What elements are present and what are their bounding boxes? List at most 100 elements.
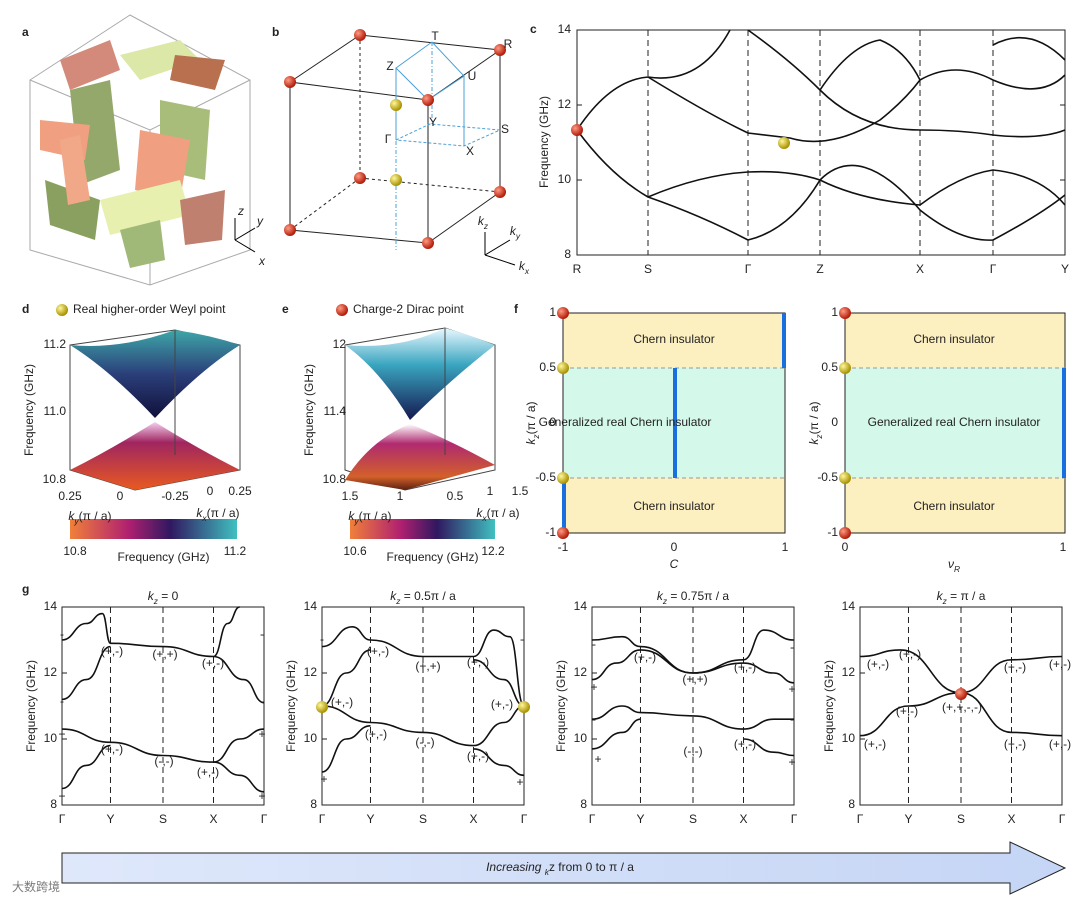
label-part: y — [353, 516, 359, 526]
parity-label: (+,+) — [682, 672, 707, 686]
weyl-point — [316, 701, 328, 713]
x-tick-label: Γ — [59, 812, 66, 826]
label-part: x — [481, 513, 487, 523]
parity-label: - — [320, 632, 324, 646]
x-tick-label: Γ — [857, 812, 864, 826]
y-tick-label: 1.5 — [342, 489, 359, 503]
parity-label: (+,-) — [367, 644, 389, 658]
label-part: k — [148, 589, 155, 603]
parity-label: (+,-) — [1004, 660, 1026, 674]
y-tick-label: 0.5 — [447, 489, 464, 503]
point-label: S — [501, 122, 509, 136]
y-tick-label: 8 — [310, 797, 317, 811]
label-part: = 0 — [158, 589, 179, 603]
label-part: from 0 to π / a — [555, 860, 634, 874]
label-part: k — [196, 506, 203, 520]
y-tick-label: 12 — [44, 665, 58, 679]
panel-label: g — [22, 582, 29, 596]
label-part: z — [483, 221, 489, 231]
parity-label: (+,-) — [101, 742, 123, 756]
parity-label: (+,-) — [197, 765, 219, 779]
x-tick-label: Γ — [319, 812, 326, 826]
parity-label: - — [260, 627, 264, 641]
x-tick-label: Γ — [990, 262, 997, 276]
parity-label: (+,-) — [365, 727, 387, 741]
x-tick-label: 1 — [782, 540, 789, 554]
y-tick-label: 0 — [831, 415, 838, 429]
plot-title: kz = 0.75π / a — [657, 589, 730, 606]
band — [591, 649, 795, 684]
band — [61, 645, 111, 701]
label-part: ν — [948, 557, 954, 571]
z-tick-label: 12 — [333, 337, 347, 351]
label-part: (π / a) — [524, 401, 538, 434]
label-part: = π / a — [947, 589, 986, 603]
plot-frame — [576, 29, 1066, 256]
point-label: T — [431, 29, 439, 43]
y-tick-label: 8 — [848, 797, 855, 811]
point-label: U — [468, 69, 477, 83]
label-part: (π / a) — [79, 509, 112, 523]
label: z — [237, 204, 244, 218]
label-part: (π / a) — [207, 506, 240, 520]
x-tick-label: Γ — [745, 262, 752, 276]
panel-b-brillouin-zone — [284, 29, 516, 266]
parity-label: + — [258, 789, 265, 803]
parity-label: (+,+,-,-) — [942, 700, 982, 714]
z-axis-label: Frequency (GHz) — [302, 364, 316, 456]
band — [647, 169, 1066, 206]
x-tick-label: 0 — [842, 540, 849, 554]
region-label: Chern insulator — [913, 499, 994, 513]
label-part: k — [478, 214, 485, 228]
panel-label: b — [272, 25, 279, 39]
parity-label: (+,-) — [734, 737, 756, 751]
z-tick-label: 10.8 — [323, 472, 347, 486]
x-tick-label: Γ — [791, 812, 798, 826]
panel-label: a — [22, 25, 29, 39]
y-tick-label: 1 — [831, 305, 838, 319]
parity-label: + — [788, 755, 795, 769]
x-axis-label: νR — [948, 557, 960, 574]
y-tick-label: 10 — [842, 731, 856, 745]
label: y — [256, 214, 264, 228]
x-tick-label: S — [159, 812, 167, 826]
x-tick-label: X — [1007, 812, 1015, 826]
label: kx — [519, 259, 530, 276]
parity-label: (-,-) — [154, 754, 173, 768]
x-tick-label: 1 — [1060, 540, 1067, 554]
y-tick-label: 14 — [44, 599, 58, 613]
y-tick-label: 1 — [397, 489, 404, 503]
band — [321, 725, 371, 773]
legend-marker — [56, 304, 68, 316]
x-tick-label: Y — [904, 812, 912, 826]
y-tick-label: 0 — [117, 489, 124, 503]
y-tick-label: 0.5 — [821, 360, 838, 374]
band — [647, 69, 1066, 143]
label-part: z — [531, 434, 541, 440]
parity-label: + — [516, 775, 523, 789]
x-tick-label: Γ — [521, 812, 528, 826]
colorbar-e — [350, 519, 495, 539]
x-tick-label: R — [573, 262, 582, 276]
parity-label: (+,+) — [152, 647, 177, 661]
label-part: k — [937, 589, 944, 603]
label-part: z — [395, 596, 401, 606]
y-tick-label: 12 — [574, 665, 588, 679]
panel-a-structure — [29, 14, 256, 286]
x-tick-label: Z — [816, 262, 823, 276]
label-part: Increasing — [486, 860, 545, 874]
y-axis-label: Frequency (GHz) — [537, 96, 551, 188]
y-tick-label: 14 — [558, 22, 572, 36]
parity-label: (-,-) — [415, 735, 434, 749]
parity-label: - — [790, 712, 794, 726]
colorbar-tick: 11.2 — [224, 544, 247, 558]
x-axis-label: kx(π / a) — [476, 506, 519, 523]
parity-label: + — [594, 752, 601, 766]
y-tick-label: 0.25 — [58, 489, 82, 503]
z-tick-label: 11.0 — [44, 404, 67, 418]
x-tick-label: S — [419, 812, 427, 826]
point-label: Y — [429, 115, 437, 129]
band — [61, 728, 265, 763]
label-part: k — [545, 867, 550, 877]
label-part: (π / a) — [359, 509, 392, 523]
